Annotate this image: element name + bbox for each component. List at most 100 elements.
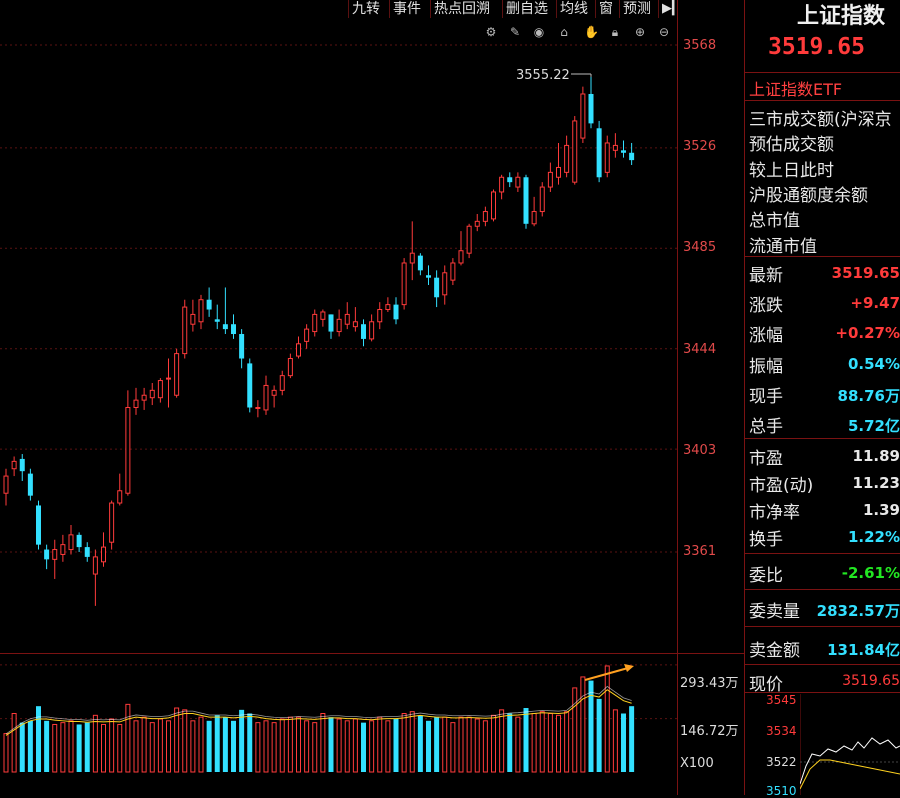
volume-bar-down: [507, 713, 513, 772]
tab-events[interactable]: 事件: [389, 0, 424, 18]
candle-body-down: [588, 93, 594, 124]
volume-bar-up: [92, 714, 98, 773]
candle-body-down: [361, 324, 366, 339]
volume-bar-down: [523, 708, 529, 772]
candle-body-up: [531, 211, 537, 225]
volume-bar-up: [68, 720, 74, 773]
ratio-pe-dynamic-label: 市盈(动): [749, 476, 814, 496]
candlestick-chart[interactable]: 3555.22: [0, 0, 680, 795]
stat-change-pct-value: +0.27%: [835, 324, 900, 342]
sell-amount-label: 卖金额: [749, 641, 800, 661]
basket-icon[interactable]: ⌂: [560, 25, 568, 39]
index-price: 3519.65: [768, 34, 865, 60]
candle-body-up: [491, 191, 496, 220]
candle-body-down: [426, 275, 431, 278]
volume-bar-up: [442, 716, 448, 773]
volume-bar-down: [44, 720, 50, 772]
tab-remove-watchlist[interactable]: 删自选: [502, 0, 551, 18]
settings-icon[interactable]: ⚙: [485, 25, 497, 39]
candle-body-up: [401, 262, 407, 306]
candle-body-down: [206, 299, 212, 310]
price-tick: 3485: [683, 240, 717, 255]
volume-tick: 293.43万: [680, 676, 739, 691]
weibi-label: 委比: [749, 566, 783, 586]
tab-hotspot-review[interactable]: 热点回溯: [430, 0, 493, 18]
info-turnover-three-markets: 三市成交额(沪深京: [749, 110, 892, 130]
candle-body-up: [296, 343, 301, 357]
candle-body-up: [474, 220, 480, 227]
volume-bar-up: [401, 713, 407, 773]
candle-body-down: [596, 128, 602, 178]
volume-bar-up: [564, 711, 570, 773]
tab-jiuzhuan[interactable]: 九转: [348, 0, 383, 18]
candle-body-up: [556, 166, 561, 178]
volume-bar-up: [296, 716, 301, 773]
stat-change-value: +9.47: [850, 294, 900, 312]
volume-ma-line-2: [5, 685, 632, 735]
volume-bar-down: [222, 717, 228, 772]
price-tick: 3444: [683, 342, 717, 357]
volume-bar-up: [572, 687, 578, 773]
index-title: 上证指数: [797, 3, 886, 29]
candle-body-down: [222, 324, 228, 330]
mini-tick: 3534: [766, 724, 797, 738]
volume-bar-up: [198, 716, 204, 773]
candle-body-up: [352, 321, 358, 328]
volume-bar-down: [629, 706, 635, 772]
ratio-pe-value: 11.89: [852, 447, 900, 465]
hand-icon[interactable]: ✋: [584, 25, 599, 39]
eye-icon[interactable]: ◉: [533, 25, 545, 39]
candle-body-up: [580, 93, 586, 139]
candle-body-up: [263, 384, 269, 411]
stat-change-label: 涨跌: [749, 296, 783, 316]
candle-body-up: [182, 306, 188, 355]
candle-body-up: [198, 299, 204, 323]
candle-body-down: [523, 177, 529, 224]
volume-bar-up: [287, 716, 293, 773]
zoom-out-icon[interactable]: ⊖: [658, 25, 670, 39]
volume-bar-up: [474, 718, 480, 773]
volume-bar-down: [621, 713, 626, 772]
candle-body-up: [52, 549, 58, 560]
lock-icon[interactable]: 🔒︎: [611, 25, 619, 39]
volume-bar-up: [174, 707, 180, 773]
volume-bar-up: [466, 716, 472, 773]
candle-body-down: [629, 152, 635, 161]
candle-body-up: [166, 377, 171, 380]
volume-bar-up: [531, 713, 537, 773]
volume-bar-up: [182, 709, 188, 773]
candle-body-down: [393, 304, 399, 320]
tab-moving-average[interactable]: 均线: [556, 0, 591, 18]
volume-bar-up: [3, 733, 9, 773]
candle-body-up: [287, 358, 293, 377]
volume-bar-up: [304, 720, 310, 773]
volume-bar-down: [214, 715, 220, 772]
volume-bar-up: [499, 709, 505, 773]
candle-body-up: [344, 313, 350, 325]
stat-amplitude-value: 0.54%: [847, 355, 900, 373]
draw-pen-icon[interactable]: ✎: [509, 25, 521, 39]
stat-total-vol-value: 5.72亿: [847, 417, 900, 435]
volume-bar-down: [27, 720, 33, 772]
candle-body-up: [149, 389, 155, 399]
volume-bar-up: [166, 720, 171, 773]
stat-current-vol-label: 现手: [749, 387, 783, 407]
candle-body-up: [466, 225, 472, 254]
zoom-in-icon[interactable]: ⊕: [634, 25, 646, 39]
volume-bar-up: [344, 720, 350, 773]
candle-body-up: [125, 406, 131, 494]
candle-body-up: [377, 309, 383, 323]
etf-link[interactable]: 上证指数ETF: [749, 80, 843, 99]
candle-body-down: [507, 177, 513, 183]
candle-body-up: [312, 313, 318, 333]
volume-bar-up: [515, 716, 521, 773]
candle-body-up: [141, 394, 147, 401]
candle-body-up: [117, 490, 123, 504]
tab-window[interactable]: 窗: [595, 0, 616, 18]
volume-bar-down: [84, 722, 90, 772]
info-estimated-turnover: 预估成交额: [749, 135, 834, 155]
volume-ma-line: [5, 689, 632, 736]
volume-bar-up: [263, 720, 269, 773]
tab-forecast[interactable]: 预测: [619, 0, 654, 18]
ratio-pb-label: 市净率: [749, 503, 800, 523]
